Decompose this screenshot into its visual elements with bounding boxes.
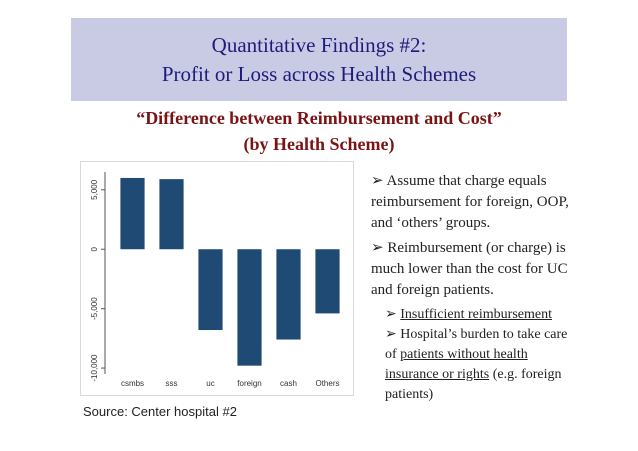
x-tick-label: foreign	[237, 379, 261, 388]
bar-Others	[315, 249, 340, 314]
sub-bullet-2-underlined: patients without health insurance or rig…	[385, 347, 528, 382]
bullet-2-text: Reimbursement (or charge) is much lower …	[371, 240, 568, 298]
x-tick-label: uc	[206, 379, 214, 388]
arrow-bullet-icon: ➢	[385, 307, 397, 322]
bar-sss	[159, 179, 184, 250]
x-tick-label: Others	[315, 379, 339, 388]
title-line-2: Profit or Loss across Health Schemes	[161, 62, 477, 86]
bar-foreign	[237, 249, 262, 366]
bullet-1: ➢ Assume that charge equals reimbursemen…	[371, 171, 581, 234]
sub-bullet-list: ➢ Insufficient reimbursement ➢ Hospital’…	[385, 305, 581, 405]
arrow-bullet-icon: ➢	[385, 327, 397, 342]
x-tick-label: cash	[280, 379, 297, 388]
bar-cash	[276, 249, 301, 340]
x-tick-label: csmbs	[121, 379, 144, 388]
bar-csmbs	[120, 177, 145, 250]
bullet-2: ➢ Reimbursement (or charge) is much lowe…	[371, 238, 581, 301]
sub-bullet-2-suffix: (e.g. foreign patients)	[385, 367, 562, 402]
chart-panel: -10,000 -5,000 0 5,000 csmbs sss uc foreign cash…	[80, 161, 354, 396]
bullet-list: ➢ Assume that charge equals reimbursemen…	[371, 171, 581, 405]
source-note: Source: Center hospital #2	[83, 404, 237, 419]
sub-bullet-2-prefix: Hospital’s burden to take care of	[385, 327, 568, 362]
subtitle-line-2: (by Health Scheme)	[243, 134, 395, 154]
title-line-1: Quantitative Findings #2:	[211, 33, 427, 57]
sub-bullet-1: ➢ Insufficient reimbursement	[385, 305, 581, 325]
sub-bullet-2: ➢ Hospital’s burden to take care of pati…	[385, 325, 581, 405]
x-tick-label: sss	[166, 379, 178, 388]
y-tick-label: -5,000	[90, 297, 99, 320]
y-tick-label: -10,000	[90, 354, 99, 382]
bar-uc	[198, 249, 223, 331]
subtitle-line-1: “Difference between Reimbursement and Co…	[136, 108, 502, 128]
arrow-bullet-icon: ➢	[371, 173, 384, 189]
bullet-1-text: Assume that charge equals reimbursement …	[371, 173, 569, 231]
title-box: Quantitative Findings #2: Profit or Loss…	[71, 18, 567, 101]
y-tick-label: 5,000	[90, 179, 99, 200]
arrow-bullet-icon: ➢	[371, 240, 384, 256]
y-tick-label: 0	[90, 246, 99, 251]
bar-chart: -10,000 -5,000 0 5,000 csmbs sss uc foreign cash…	[90, 172, 340, 388]
sub-bullet-1-text: Insufficient reimbursement	[400, 307, 552, 322]
